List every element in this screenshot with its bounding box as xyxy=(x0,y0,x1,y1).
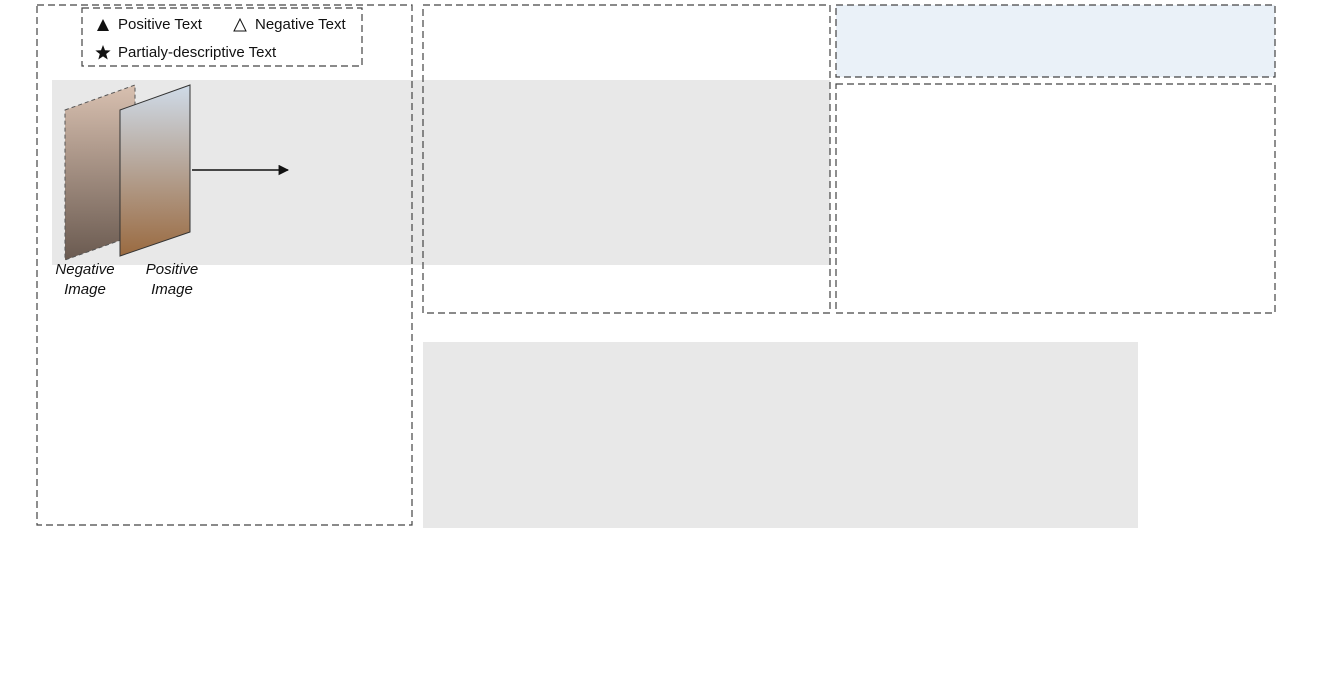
left-panel xyxy=(36,4,413,526)
legend-label: Negative Text xyxy=(255,16,346,33)
image-label: Negative xyxy=(55,261,114,278)
positive-icon xyxy=(97,19,109,31)
legend-box xyxy=(81,7,363,67)
partial-icon xyxy=(95,45,111,60)
grounding-panel xyxy=(835,83,1276,314)
legend-label: Partialy-descriptive Text xyxy=(118,44,277,61)
inference-panel xyxy=(835,4,1276,78)
image-label: Positive xyxy=(146,261,199,278)
image-label: Image xyxy=(64,281,106,298)
image-label: Image xyxy=(151,281,193,298)
positive-image xyxy=(119,84,191,257)
gray-band xyxy=(423,342,1138,528)
negative-icon xyxy=(233,17,247,32)
legend-label: Positive Text xyxy=(118,16,203,33)
center-panel xyxy=(422,4,831,314)
